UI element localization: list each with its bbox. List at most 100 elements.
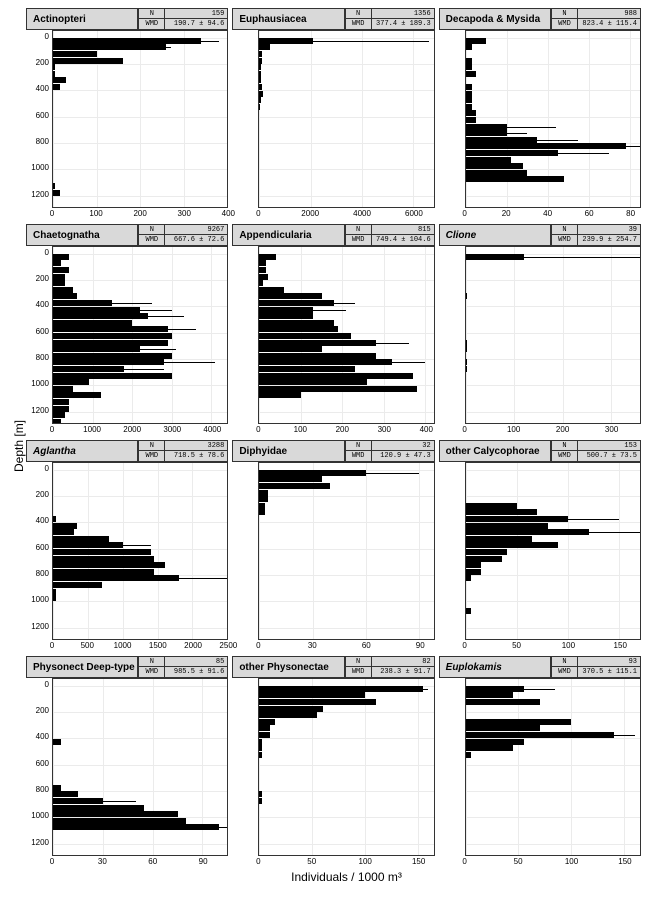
stat-key: WMD [345,667,371,677]
gridline-h [53,522,227,523]
gridline-v [313,463,314,639]
x-tick: 400 [420,425,433,434]
x-tick: 80 [626,209,635,218]
plot-wrap: 020040060080010001200 [26,246,228,424]
x-tick: 500 [81,641,94,650]
gridline-h [259,117,433,118]
data-bar [259,739,262,745]
data-bar [466,340,467,346]
error-bar [219,827,227,828]
panel-header: other PhysonectaeN82WMD238.3 ± 91.7 [232,656,434,678]
stat-key: N [138,9,164,19]
y-tick: 1000 [31,812,49,820]
data-bar [53,529,74,535]
stat-value: 823.4 ± 115.4 [577,19,640,29]
data-bar [53,366,124,372]
stat-value: 1356 [371,9,434,19]
panel-stats-box: N85WMD985.5 ± 91.6 [137,657,227,677]
error-bar [507,127,556,128]
data-bar [466,84,472,90]
plot-area [465,30,641,208]
data-bar [53,379,89,385]
data-bar [259,320,334,326]
data-bar [53,274,65,280]
x-axis: 05001000150020002500 [52,640,228,652]
data-bar [53,58,123,64]
data-bar [259,359,392,365]
gridline-v [630,31,631,207]
gridline-h [466,765,640,766]
data-bar [53,399,69,405]
x-axis: 050100150 [258,856,434,868]
panel-title: other Calycophorae [440,446,550,457]
data-bar [53,71,55,77]
gridline-v [419,463,420,639]
data-bar [259,333,350,339]
stat-key: WMD [551,667,577,677]
error-bar [164,362,216,363]
error-bar [168,329,196,330]
panel-stats-box: N32WMD120.9 ± 47.3 [344,441,434,461]
x-tick: 60 [585,209,594,218]
x-axis: 0100200300400 [52,208,228,220]
data-bar [259,326,338,332]
error-bar [140,310,172,311]
x-tick: 3000 [163,425,181,434]
gridline-v [158,463,159,639]
gridline-h [53,844,227,845]
panel-stats-box: N815WMD749.4 ± 104.6 [344,225,434,245]
panel-header: AppendiculariaN815WMD749.4 ± 104.6 [232,224,434,246]
x-tick: 6000 [405,209,423,218]
error-bar [423,689,428,690]
data-bar [259,38,313,44]
gridline-h [466,844,640,845]
panel-title: Chaetognatha [27,230,137,241]
gridline-h [466,470,640,471]
gridline-h [466,280,640,281]
gridline-h [466,333,640,334]
x-tick: 100 [89,209,102,218]
data-bar [259,254,276,260]
data-bar [259,44,269,50]
data-bar [259,313,313,319]
data-bar [259,379,367,385]
data-bar [466,575,471,581]
data-bar [466,254,524,260]
data-bar [53,406,69,412]
x-axis: 0306090 [258,640,434,652]
y-axis: 020040060080010001200 [26,246,52,424]
panel-5: ClioneN39WMD239.9 ± 254.70100200300 [439,224,641,436]
x-tick: 20 [502,209,511,218]
data-bar [466,346,467,352]
data-bar [466,366,467,372]
gridline-h [466,601,640,602]
data-bar [53,313,148,319]
gridline-v [365,679,366,855]
x-tick: 4000 [353,209,371,218]
error-bar [103,801,136,802]
plot-wrap [439,30,641,208]
x-axis-label: Individuals / 1000 m³ [52,870,641,884]
panel-title: Aglantha [27,446,137,457]
y-tick: 1200 [31,839,49,847]
data-bar [53,523,77,529]
gridline-v [227,463,228,639]
data-bar [466,157,511,163]
data-bar [53,373,172,379]
gridline-h [259,196,433,197]
data-bar [53,340,168,346]
y-tick: 600 [36,544,49,552]
data-bar [466,542,558,548]
stat-value: 988 [577,9,640,19]
gridline-v [514,247,515,423]
stat-value: 718.5 ± 78.6 [164,451,227,461]
gridline-h [53,117,227,118]
data-bar [53,300,112,306]
gridline-v [227,31,228,207]
stat-value: 9267 [164,225,227,235]
gridline-h [53,791,227,792]
gridline-h [259,765,433,766]
data-bar [466,117,476,123]
data-bar [466,143,626,149]
x-axis: 0200040006000 [258,208,434,220]
